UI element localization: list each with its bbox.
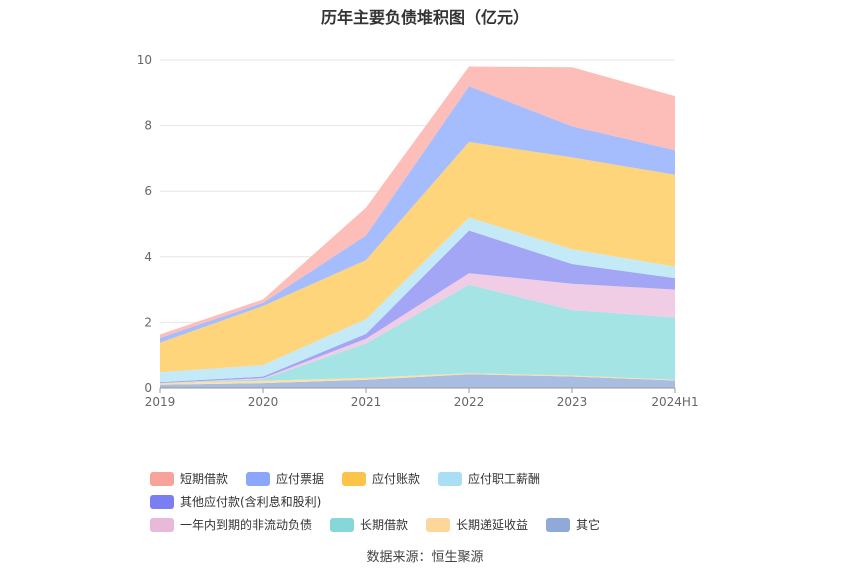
x-tick-label: 2024H1 [651,395,698,409]
legend-label: 应付账款 [372,472,421,486]
area-series-1 [160,373,675,385]
legend-label: 其它 [576,518,601,532]
legend-item[interactable]: 长期递延收益 [426,516,528,533]
legend-swatch [150,471,174,486]
legend-item[interactable]: 应付票据 [246,470,324,487]
legend-swatch [426,517,451,532]
chart-title: 历年主要负债堆积图（亿元） [320,8,529,27]
legend-label: 其他应付款(含利息和股利) [180,495,322,509]
legend-label: 应付票据 [276,472,325,486]
legend: 短期借款 应付票据 应付账款 应付职工薪酬其他应付款(含利息和股利) 一年内到期的非流… [150,470,730,539]
y-tick-label: 0 [144,381,152,395]
x-tick-label: 2021 [351,395,382,409]
legend-item[interactable]: 短期借款 [150,470,228,487]
data-source-note: 数据来源：恒生聚源 [366,550,484,565]
y-tick-label: 4 [144,250,152,264]
legend-swatch [150,517,174,532]
area-series-0 [160,374,675,388]
x-tick-label: 2023 [557,395,588,409]
legend-item[interactable]: 其它 [546,516,600,533]
area-series-3 [160,273,675,384]
area-series-4 [160,230,675,384]
y-tick-label: 6 [144,184,152,198]
legend-swatch [438,471,463,486]
y-tick-label: 2 [144,315,152,329]
legend-label: 应付职工薪酬 [468,472,541,486]
legend-row-2: 一年内到期的非流动负债 长期借款 长期递延收益 其它 [150,516,730,539]
x-tick-label: 2019 [145,395,176,409]
x-tick-label: 2020 [248,395,279,409]
y-tick-label: 10 [137,53,152,67]
legend-swatch [330,517,355,532]
legend-swatch [150,494,174,509]
legend-label: 短期借款 [180,472,229,486]
legend-label: 长期借款 [360,518,409,532]
legend-row-1: 短期借款 应付票据 应付账款 应付职工薪酬其他应付款(含利息和股利) [150,470,730,516]
legend-item[interactable]: 长期借款 [330,516,408,533]
area-series-7 [160,86,675,343]
legend-swatch [546,517,571,532]
legend-swatch [246,471,271,486]
area-series-8 [160,66,675,338]
legend-label: 长期递延收益 [456,518,529,532]
area-series-2 [160,284,675,384]
area-series-6 [160,142,675,373]
legend-item[interactable]: 其他应付款(含利息和股利) [150,493,321,510]
legend-item[interactable]: 应付账款 [342,470,420,487]
legend-item[interactable]: 一年内到期的非流动负债 [150,516,312,533]
x-tick-label: 2022 [454,395,485,409]
y-tick-label: 8 [144,119,152,133]
legend-item[interactable]: 应付职工薪酬 [438,470,540,487]
legend-swatch [342,471,367,486]
stacked-area-plot: 0 2 4 6 8 10 2019 2020 2021 2022 2023 2024H1 [137,53,699,409]
legend-label: 一年内到期的非流动负债 [180,518,313,532]
